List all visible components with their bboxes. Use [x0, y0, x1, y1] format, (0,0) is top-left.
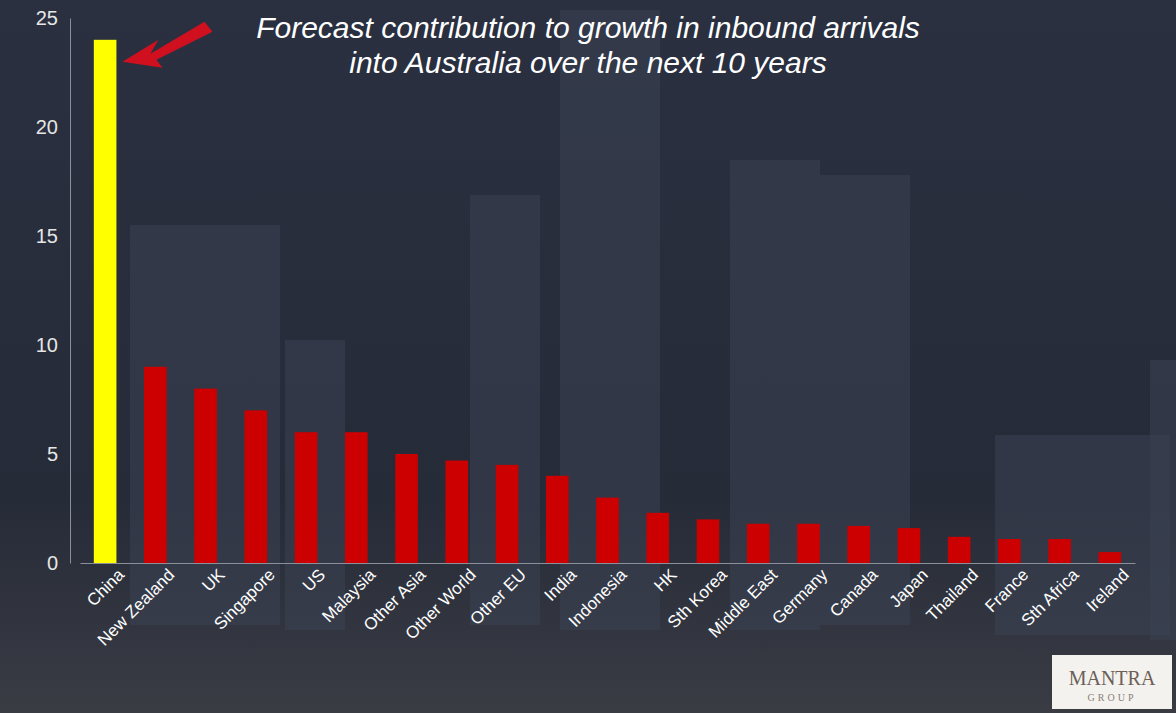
logo-tagline: GROUP	[1088, 692, 1137, 703]
x-axis: ChinaNew ZealandUKSingaporeUSMalaysiaOth…	[81, 563, 1136, 650]
y-axis: 0 5 10 15 20 25	[36, 7, 71, 574]
bar	[1048, 539, 1071, 563]
bar	[245, 410, 268, 563]
x-tick-label: Germany	[768, 565, 831, 628]
y-tick-label: 5	[47, 443, 58, 465]
x-tick-label: Canada	[826, 565, 882, 621]
x-tick-label: India	[541, 565, 581, 605]
title: Forecast contribution to growth in inbou…	[256, 11, 920, 79]
bar	[998, 539, 1021, 563]
bar	[948, 537, 971, 563]
y-tick: 20	[36, 116, 70, 138]
bar	[194, 389, 217, 563]
x-tick-label: Japan	[886, 565, 932, 611]
bar	[1099, 552, 1122, 563]
building	[820, 175, 910, 625]
x-tick: Ireland	[1083, 563, 1133, 615]
building	[470, 195, 540, 625]
x-tick: UK	[198, 563, 229, 595]
bar	[546, 476, 569, 563]
x-tick-label: Sth Africa	[1018, 565, 1083, 630]
x-tick-label: UK	[198, 565, 229, 596]
building	[730, 160, 820, 630]
logo-name: MANTRA	[1069, 667, 1156, 689]
x-tick-label: Singapore	[210, 565, 278, 633]
x-tick-label: US	[299, 565, 329, 595]
x-tick: Indonesia	[565, 563, 631, 631]
x-axis-line	[81, 563, 1136, 564]
background	[0, 0, 1176, 713]
x-tick-label: Other World	[402, 565, 480, 643]
x-tick: US	[299, 563, 329, 595]
logo: MANTRA GROUP	[1052, 655, 1172, 709]
x-tick: China	[83, 563, 128, 610]
y-tick: 25	[36, 7, 70, 29]
bar	[797, 524, 820, 563]
x-tick: Other EU	[466, 563, 530, 629]
y-axis-line	[70, 19, 71, 564]
x-tick-label: New Zealand	[94, 565, 178, 649]
x-tick: France	[981, 563, 1032, 616]
bar	[445, 461, 468, 563]
bar	[847, 526, 870, 563]
y-tick-label: 20	[36, 116, 58, 138]
bar	[898, 528, 921, 563]
building	[130, 225, 280, 625]
building	[560, 10, 660, 630]
bar	[94, 40, 117, 563]
x-tick: New Zealand	[94, 563, 178, 650]
bar	[295, 432, 318, 563]
x-tick: Other World	[402, 563, 480, 643]
building	[285, 340, 345, 630]
x-tick: Germany	[768, 563, 831, 628]
building	[1150, 360, 1176, 640]
arrow	[122, 22, 212, 68]
x-tick-label: HK	[651, 565, 682, 596]
y-tick: 5	[47, 443, 70, 465]
x-tick: Sth Africa	[1018, 563, 1083, 630]
x-tick: Canada	[826, 563, 882, 621]
y-tick: 0	[47, 552, 70, 574]
bar	[395, 454, 418, 563]
chart: 0 5 10 15 20 25 ChinaNew Zealand UKSingapore US M…	[0, 0, 1176, 713]
x-tick: India	[541, 563, 581, 605]
bar	[697, 519, 720, 563]
y-tick-label: 0	[47, 552, 58, 574]
y-tick-label: 15	[36, 225, 58, 247]
x-tick-label: Other EU	[466, 565, 530, 629]
logo-box	[1052, 655, 1172, 709]
bars	[94, 40, 1121, 563]
x-tick: Middle East	[705, 563, 781, 642]
skyline	[130, 10, 1176, 640]
x-tick: HK	[651, 563, 682, 595]
x-tick-label: Ireland	[1083, 565, 1133, 615]
bar	[747, 524, 770, 563]
x-tick: Singapore	[210, 563, 278, 634]
y-tick-label: 10	[36, 334, 58, 356]
bar	[345, 432, 368, 563]
x-tick-label: Middle East	[705, 565, 781, 641]
bar	[144, 367, 167, 563]
x-tick: Japan	[886, 563, 932, 611]
x-tick: Thailand	[923, 563, 983, 625]
x-tick-label: China	[83, 565, 128, 610]
y-tick: 15	[36, 225, 70, 247]
x-tick-label: Thailand	[923, 565, 983, 625]
y-tick-label: 25	[36, 7, 58, 29]
bar	[596, 498, 619, 563]
x-tick-label: Indonesia	[565, 565, 631, 631]
bar	[496, 465, 519, 563]
building	[995, 435, 1170, 635]
bar	[646, 513, 669, 563]
y-tick: 10	[36, 334, 70, 356]
